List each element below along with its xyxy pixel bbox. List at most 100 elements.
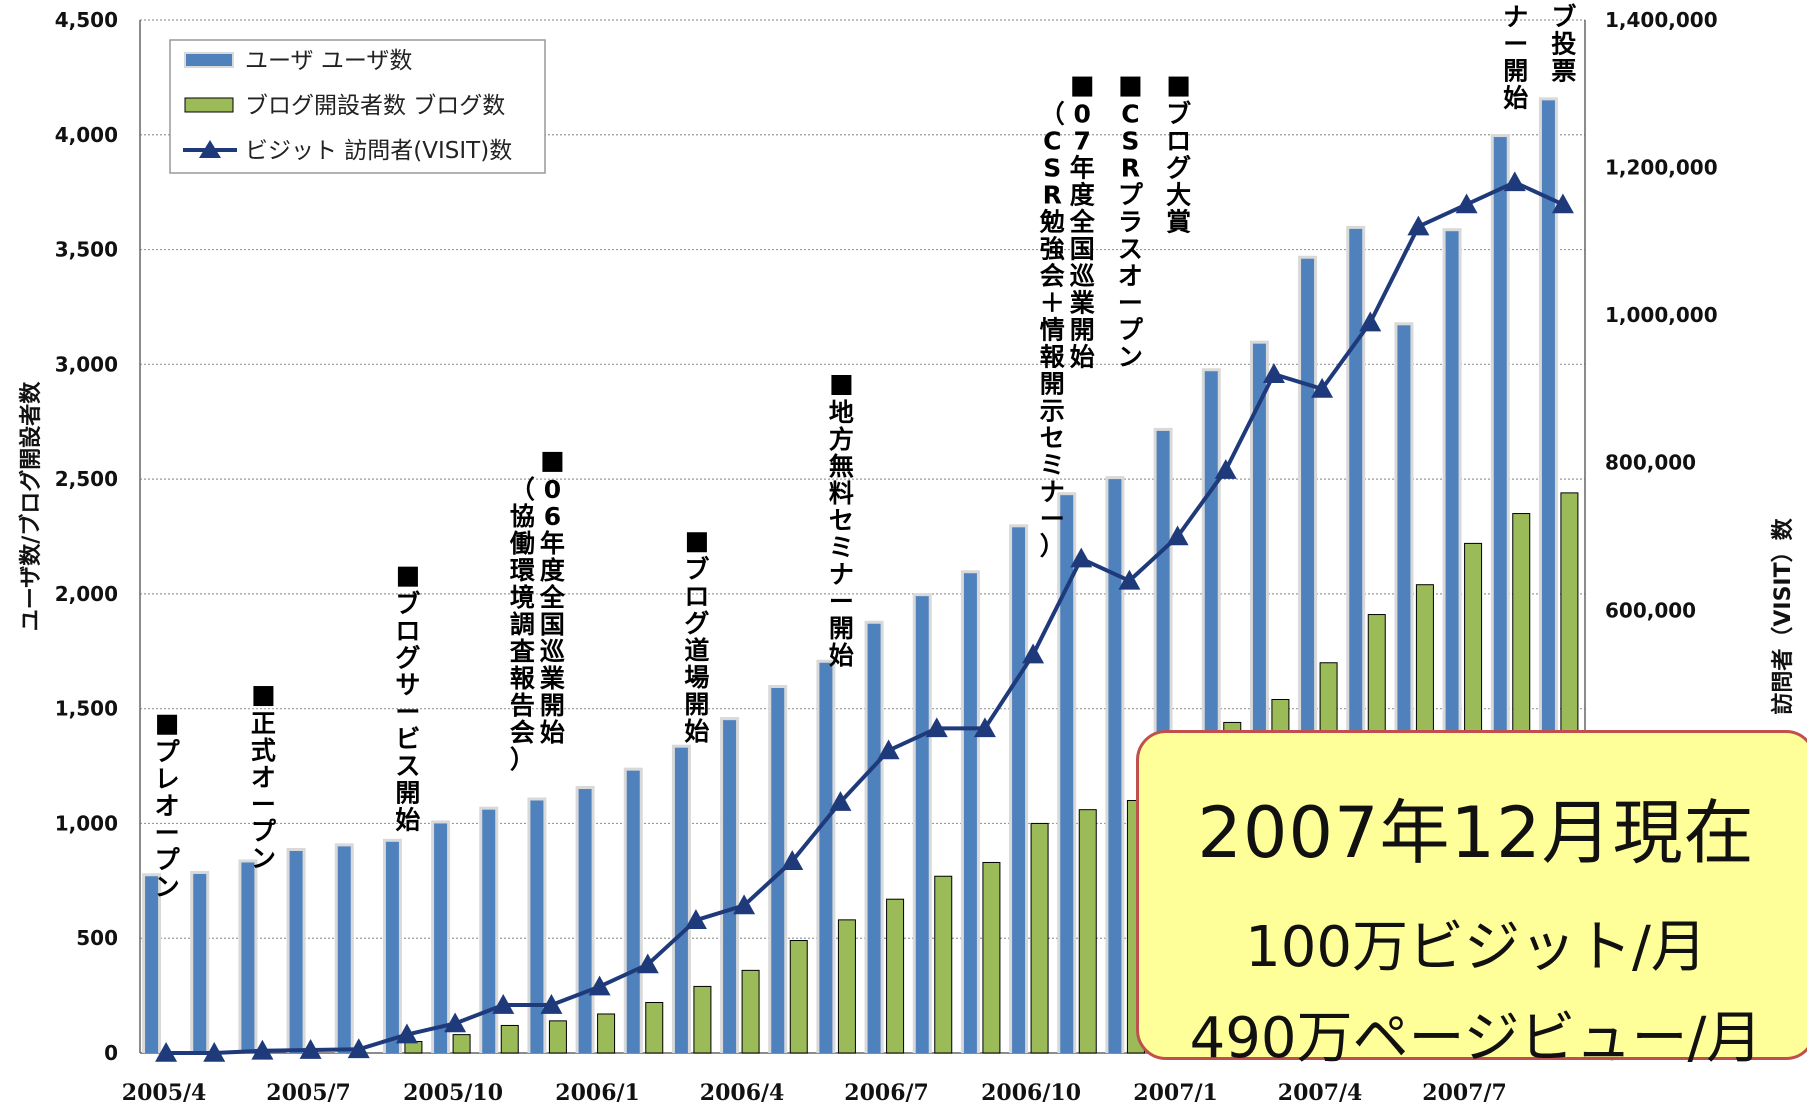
legend-visit-marker — [199, 140, 221, 158]
event-label-char: プ — [155, 738, 181, 767]
visit-point — [1311, 377, 1334, 398]
visit-point — [588, 975, 611, 996]
event-label-char: 度 — [1070, 181, 1095, 210]
blog-bar — [452, 1034, 471, 1054]
event-label-char: 地 — [829, 398, 854, 427]
x-tick-label: 2006/7 — [844, 1080, 929, 1106]
x-tick-label: 2005/4 — [122, 1080, 207, 1106]
event-label-char: 大 — [1166, 181, 1191, 210]
user-bar — [385, 841, 399, 1053]
event-marker — [1120, 76, 1141, 97]
event-label-char: ＋ — [1040, 289, 1065, 318]
event-label: ェブ投票 — [1551, 0, 1576, 86]
user-bar — [1012, 527, 1026, 1053]
event-label-char: 始 — [1070, 343, 1095, 372]
visit-point — [973, 717, 996, 738]
blog-bar — [645, 1001, 664, 1054]
y-tick-label: 1,500 — [55, 697, 118, 721]
event-label-char: 始 — [1503, 84, 1528, 113]
event-label-char: ミ — [829, 533, 854, 562]
user-bar — [771, 688, 785, 1053]
visit-point — [829, 791, 852, 811]
event-label-char: 投 — [1551, 30, 1576, 59]
event-label-char: 票 — [1551, 57, 1576, 86]
event-label-char: R — [1121, 154, 1140, 183]
event-marker — [1072, 76, 1093, 97]
event-label-char: プ — [155, 846, 181, 875]
y2-tick-label: 1,200,000 — [1605, 156, 1718, 180]
event-label-char: 全 — [539, 583, 566, 612]
x-tick-label: 2005/10 — [403, 1080, 503, 1106]
summary-callout: 2007年12月現在 100万ビジット/月 490万ページビュー/月 — [1136, 730, 1807, 1071]
event-label-char: 開 — [1040, 370, 1065, 399]
visit-point — [492, 994, 515, 1014]
event-label-char: ） — [1040, 532, 1065, 561]
event-label-char: 会 — [510, 718, 535, 747]
event-label-char: ビ — [395, 725, 420, 754]
y-tick-label: 2,500 — [55, 467, 118, 491]
event-label-char: オ — [1118, 262, 1143, 291]
event-label-char: 会 — [1040, 262, 1065, 291]
event-label-char: グ — [395, 644, 420, 673]
user-bar — [626, 770, 640, 1053]
event-label-char: プ — [1118, 181, 1144, 210]
callout-visits: 100万ビジット/月 — [1245, 915, 1707, 980]
event-label-char: C — [1043, 127, 1061, 156]
callout-pageviews: 490万ページビュー/月 — [1189, 1006, 1763, 1071]
visit-point — [925, 717, 948, 738]
user-bar — [963, 573, 977, 1053]
event-label-char: プ — [251, 817, 277, 846]
y-tick-label: 3,000 — [55, 352, 118, 376]
event-label-char: ナ — [1040, 478, 1065, 507]
event-label-char: 方 — [829, 425, 854, 454]
event-label-char: 報 — [510, 664, 536, 693]
event-label-char: グ — [684, 609, 709, 638]
event-label-char: ブ — [684, 555, 709, 584]
blog-bar — [597, 1013, 616, 1054]
event-label-char: 告 — [510, 691, 535, 720]
user-bar — [674, 747, 688, 1053]
event-label-char: 開 — [395, 779, 420, 808]
event-label-char: S — [1043, 154, 1061, 183]
event-marker — [542, 451, 563, 472]
legend-user-swatch — [184, 52, 234, 68]
x-tick-label: 2006/10 — [981, 1080, 1081, 1106]
blog-bar — [500, 1024, 519, 1054]
y-tick-label: 2,000 — [55, 582, 118, 606]
visit-point — [395, 1023, 418, 1044]
user-bar — [337, 846, 351, 1053]
event-marker — [686, 532, 707, 553]
event-label-char: 査 — [510, 637, 535, 666]
blog-bar — [886, 898, 905, 1054]
event-label-char: ー — [251, 790, 276, 819]
user-bar — [1108, 479, 1122, 1054]
event-label-char: ス — [1118, 235, 1143, 264]
event-label-char: （ — [1040, 100, 1065, 129]
visit-point — [203, 1042, 226, 1062]
event-label-char: プ — [1118, 316, 1144, 345]
event-label-char: C — [1121, 100, 1139, 129]
user-bar — [241, 862, 255, 1053]
event-label-char: ブ — [1166, 100, 1191, 129]
event-label-char: ス — [395, 752, 420, 781]
user-bar — [915, 596, 929, 1053]
x-tick-label: 2007/1 — [1133, 1080, 1218, 1106]
user-bar — [723, 720, 737, 1053]
user-bar — [145, 876, 159, 1053]
event-label-char: 働 — [509, 529, 535, 558]
event-label-char: 0 — [1074, 100, 1091, 129]
legend-user-label: ユーザ ユーザ数 — [245, 48, 412, 74]
event-marker — [253, 686, 274, 707]
event-label-char: ロ — [395, 617, 420, 646]
event-label-char: 調 — [510, 610, 535, 639]
blog-bar — [741, 969, 760, 1054]
legend-blog-swatch — [184, 97, 234, 113]
visit-point — [1407, 215, 1430, 236]
y2-tick-label: 800,000 — [1605, 451, 1696, 475]
user-bar — [819, 662, 833, 1053]
